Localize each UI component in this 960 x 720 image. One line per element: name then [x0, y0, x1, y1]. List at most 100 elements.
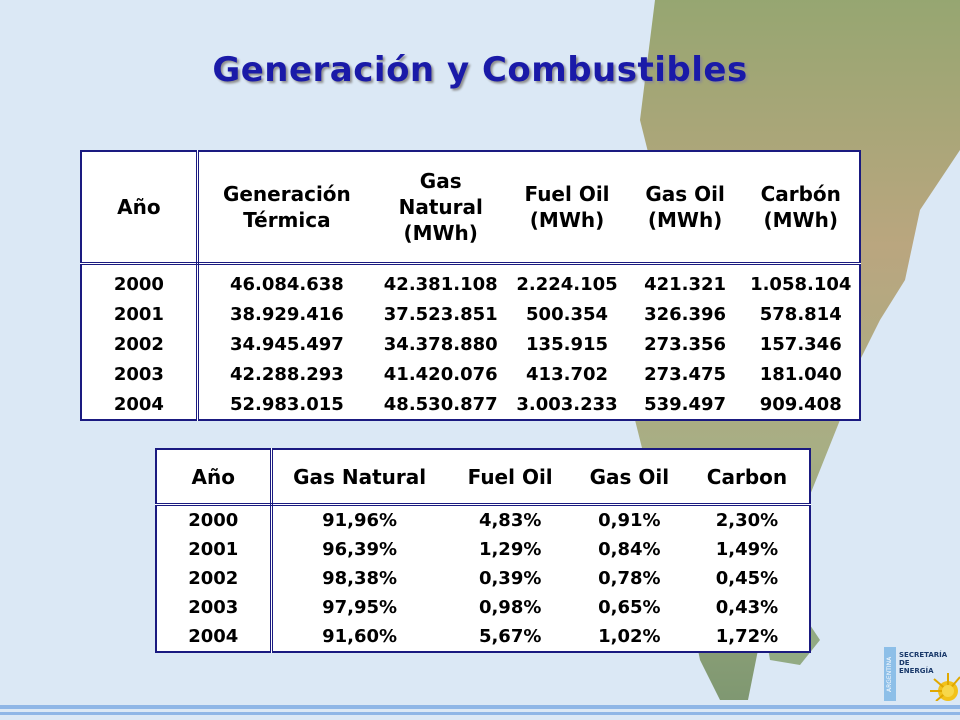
header-line: Carbón — [760, 182, 841, 206]
year-cell: 2004 — [81, 389, 199, 420]
table-cell: 96,39% — [322, 539, 398, 560]
table-row: 2002 98,38% 0,39% 0,78% 0,45% — [156, 564, 810, 593]
footer-line — [0, 712, 960, 715]
table-cell: 2,30% — [715, 510, 779, 531]
table-cell: 42.288.293 — [229, 363, 344, 385]
table-header-row: Año Generación Térmica Gas Natural (MWh) Fu… — [81, 151, 860, 265]
table-cell: 0,45% — [715, 568, 779, 589]
table-cell: 1.058.104 — [750, 273, 852, 295]
column-header: Gas Oil — [573, 449, 685, 506]
table-cell: 0,91% — [598, 510, 661, 531]
column-header: Carbón (MWh) — [742, 151, 860, 265]
column-header: Generación Térmica — [197, 151, 376, 265]
logo-line: DE — [899, 659, 910, 667]
table-cell: 42.381.108 — [383, 273, 498, 295]
table-cell: 539.497 — [644, 393, 727, 415]
header-line: Térmica — [243, 208, 331, 232]
year-cell: 2003 — [81, 359, 199, 389]
table-cell: 273.356 — [644, 333, 727, 355]
table-cell: 97,95% — [322, 597, 398, 618]
table-cell: 34.378.880 — [383, 333, 498, 355]
header-line: Gas — [419, 169, 462, 193]
header-line: (MWh) — [403, 221, 478, 245]
table-cell: 48.530.877 — [383, 393, 498, 415]
column-header: Fuel Oil — [446, 449, 574, 506]
table-cell: 0,98% — [478, 597, 542, 618]
table-cell: 0,84% — [598, 539, 661, 560]
table-row: 2004 91,60% 5,67% 1,02% 1,72% — [156, 622, 810, 652]
table-row: 2003 97,95% 0,98% 0,65% 0,43% — [156, 593, 810, 622]
table-row: 2001 38.929.416 37.523.851 500.354 326.3… — [81, 299, 860, 329]
table-cell: 500.354 — [526, 303, 609, 325]
footer-lines — [0, 700, 960, 720]
table-cell: 5,67% — [478, 626, 542, 647]
table-cell: 578.814 — [759, 303, 842, 325]
column-header: Gas Natural (MWh) — [375, 151, 507, 265]
header-line: (MWh) — [647, 208, 723, 232]
table-cell: 1,02% — [598, 626, 661, 647]
table-row: 2004 52.983.015 48.530.877 3.003.233 539… — [81, 389, 860, 420]
header-line: Generación — [222, 182, 351, 206]
column-header: Fuel Oil (MWh) — [506, 151, 628, 265]
footer-line — [0, 705, 960, 709]
table-cell: 0,65% — [598, 597, 661, 618]
table-cell: 1,29% — [478, 539, 542, 560]
logo-line: ENERGÍA — [899, 667, 934, 675]
column-header: Año — [156, 449, 273, 506]
table-cell: 157.346 — [759, 333, 842, 355]
header-line: (MWh) — [763, 208, 838, 232]
table-cell: 41.420.076 — [383, 363, 498, 385]
table-cell: 4,83% — [478, 510, 542, 531]
year-cell: 2002 — [156, 564, 273, 593]
table-cell: 421.321 — [644, 273, 727, 295]
column-header: Carbon — [684, 449, 810, 506]
logo-text: SECRETARÍA DE ENERGÍA — [899, 651, 947, 675]
logo-stripe: ARGENTINA — [884, 647, 896, 701]
fuel-share-table: Año Gas Natural Fuel Oil Gas Oil Carbon … — [155, 448, 811, 653]
page-title: Generación y Combustibles — [212, 50, 748, 90]
table-cell: 909.408 — [759, 393, 842, 415]
table-cell: 46.084.638 — [229, 273, 344, 295]
header-line: Gas Oil — [645, 182, 725, 206]
table-cell: 0,43% — [715, 597, 779, 618]
table-row: 2002 34.945.497 34.378.880 135.915 273.3… — [81, 329, 860, 359]
logo-line: SECRETARÍA — [899, 651, 948, 659]
table-cell: 0,78% — [598, 568, 661, 589]
column-header: Año — [81, 151, 199, 265]
year-cell: 2004 — [156, 622, 273, 652]
year-cell: 2001 — [156, 535, 273, 564]
table-cell: 2.224.105 — [516, 273, 618, 295]
year-cell: 2003 — [156, 593, 273, 622]
year-cell: 2001 — [81, 299, 199, 329]
header-line: Natural — [398, 195, 483, 219]
table-cell: 37.523.851 — [383, 303, 498, 325]
table-cell: 38.929.416 — [229, 303, 344, 325]
table-cell: 0,39% — [478, 568, 542, 589]
table-row: 2003 42.288.293 41.420.076 413.702 273.4… — [81, 359, 860, 389]
table-cell: 413.702 — [526, 363, 609, 385]
thermal-generation-table: Año Generación Térmica Gas Natural (MWh) Fu… — [80, 150, 861, 421]
sun-icon — [930, 673, 960, 701]
table-cell: 181.040 — [759, 363, 842, 385]
table-row: 2000 46.084.638 42.381.108 2.224.105 421… — [81, 263, 860, 299]
table-cell: 1,72% — [715, 626, 779, 647]
table-cell: 3.003.233 — [516, 393, 618, 415]
secretaria-energia-logo: ARGENTINA SECRETARÍA DE ENERGÍA — [884, 647, 960, 701]
table-row: 2001 96,39% 1,29% 0,84% 1,49% — [156, 535, 810, 564]
year-cell: 2000 — [81, 263, 199, 299]
table-header-row: Año Gas Natural Fuel Oil Gas Oil Carbon — [156, 449, 810, 506]
table-cell: 52.983.015 — [229, 393, 344, 415]
column-header: Gas Natural — [271, 449, 447, 506]
table-cell: 326.396 — [644, 303, 727, 325]
table-cell: 135.915 — [526, 333, 609, 355]
year-cell: 2000 — [156, 504, 273, 535]
header-line: (MWh) — [529, 208, 605, 232]
table-row: 2000 91,96% 4,83% 0,91% 2,30% — [156, 504, 810, 535]
column-header: Gas Oil (MWh) — [627, 151, 743, 265]
table-cell: 91,96% — [322, 510, 398, 531]
header-line: Año — [117, 195, 161, 219]
table-cell: 98,38% — [322, 568, 398, 589]
year-cell: 2002 — [81, 329, 199, 359]
header-line: Fuel Oil — [524, 182, 610, 206]
table-cell: 1,49% — [715, 539, 779, 560]
